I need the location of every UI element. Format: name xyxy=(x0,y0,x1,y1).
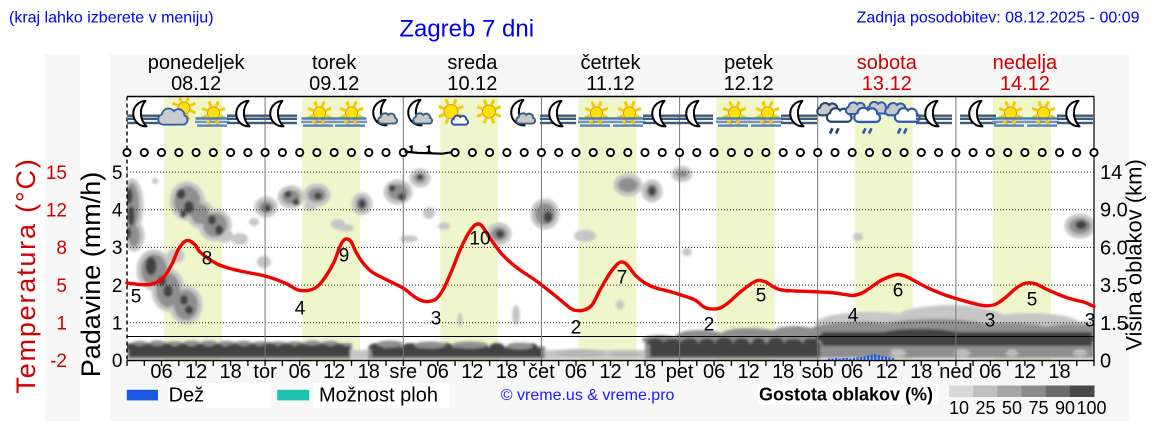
svg-text:12: 12 xyxy=(876,361,898,383)
svg-text:14: 14 xyxy=(1100,162,1122,184)
svg-text:18: 18 xyxy=(496,361,518,383)
svg-text:4: 4 xyxy=(112,200,123,221)
svg-text:6: 6 xyxy=(893,281,904,302)
svg-text:7: 7 xyxy=(617,268,628,289)
svg-text:100: 100 xyxy=(1076,398,1106,418)
svg-text:2: 2 xyxy=(571,318,582,339)
svg-text:90: 90 xyxy=(1055,398,1075,418)
svg-text:sobota: sobota xyxy=(857,52,918,74)
svg-text:5: 5 xyxy=(756,286,767,307)
svg-text:3.5: 3.5 xyxy=(1100,275,1128,297)
svg-text:1.5: 1.5 xyxy=(1100,313,1128,335)
svg-text:18: 18 xyxy=(772,361,794,383)
svg-text:1: 1 xyxy=(56,314,67,335)
svg-text:Gostota oblakov (%): Gostota oblakov (%) xyxy=(759,385,933,405)
svg-text:ned: ned xyxy=(939,361,972,383)
svg-text:5: 5 xyxy=(131,287,142,308)
svg-text:25: 25 xyxy=(975,398,995,418)
svg-text:čet: čet xyxy=(528,361,555,383)
svg-text:petek: petek xyxy=(724,52,774,74)
svg-text:15: 15 xyxy=(46,163,67,184)
svg-text:12: 12 xyxy=(323,361,345,383)
svg-text:06: 06 xyxy=(565,361,587,383)
svg-text:18: 18 xyxy=(358,361,380,383)
svg-text:2: 2 xyxy=(704,315,715,336)
svg-text:18: 18 xyxy=(219,361,241,383)
svg-text:4: 4 xyxy=(848,306,859,327)
svg-text:18: 18 xyxy=(910,361,932,383)
svg-text:8: 8 xyxy=(202,249,213,270)
svg-text:10.12: 10.12 xyxy=(447,73,497,95)
svg-text:nedelja: nedelja xyxy=(993,52,1058,74)
svg-text:Temperatura (°C): Temperatura (°C) xyxy=(11,157,41,393)
svg-text:12: 12 xyxy=(737,361,759,383)
svg-text:5: 5 xyxy=(112,163,123,184)
svg-text:09.12: 09.12 xyxy=(309,73,359,95)
svg-text:06: 06 xyxy=(841,361,863,383)
svg-text:5: 5 xyxy=(56,276,67,297)
svg-text:12.12: 12.12 xyxy=(724,73,774,95)
svg-text:06: 06 xyxy=(979,361,1001,383)
svg-text:pet: pet xyxy=(666,361,694,383)
svg-text:1: 1 xyxy=(112,314,123,335)
svg-text:Padavine (mm/h): Padavine (mm/h) xyxy=(76,172,106,378)
svg-text:četrtek: četrtek xyxy=(580,52,641,74)
svg-text:08.12: 08.12 xyxy=(171,73,221,95)
svg-text:(kraj lahko izberete v meniju): (kraj lahko izberete v meniju) xyxy=(9,10,214,27)
svg-text:11.12: 11.12 xyxy=(586,73,635,95)
svg-text:12: 12 xyxy=(1014,361,1036,383)
svg-text:12: 12 xyxy=(461,361,483,383)
svg-text:13.12: 13.12 xyxy=(862,73,912,95)
svg-text:12: 12 xyxy=(599,361,621,383)
svg-text:3: 3 xyxy=(431,309,442,330)
svg-text:ponedeljek: ponedeljek xyxy=(148,52,246,74)
svg-text:10: 10 xyxy=(469,229,490,250)
svg-text:4: 4 xyxy=(295,299,306,320)
svg-text:-2: -2 xyxy=(50,351,67,372)
svg-text:06: 06 xyxy=(703,361,725,383)
svg-text:6.0: 6.0 xyxy=(1100,237,1128,259)
svg-text:3: 3 xyxy=(985,311,996,332)
svg-text:Zagreb 7 dni: Zagreb 7 dni xyxy=(399,16,534,43)
svg-text:Višina oblakov (km): Višina oblakov (km) xyxy=(1122,159,1147,351)
svg-text:sre: sre xyxy=(389,361,417,383)
svg-text:12: 12 xyxy=(46,200,67,221)
svg-text:50: 50 xyxy=(1002,398,1022,418)
svg-text:8: 8 xyxy=(56,238,67,259)
svg-text:18: 18 xyxy=(634,361,656,383)
svg-text:9.0: 9.0 xyxy=(1100,200,1128,222)
svg-text:Možnost ploh: Možnost ploh xyxy=(319,385,438,407)
svg-text:06: 06 xyxy=(427,361,449,383)
svg-text:© vreme.us & vreme.pro: © vreme.us & vreme.pro xyxy=(501,387,675,404)
svg-text:3: 3 xyxy=(1085,311,1096,332)
svg-text:Dež: Dež xyxy=(169,385,205,407)
svg-text:10: 10 xyxy=(949,398,969,418)
svg-text:9: 9 xyxy=(339,246,350,267)
svg-text:2: 2 xyxy=(112,276,123,297)
svg-text:3: 3 xyxy=(112,238,123,259)
svg-text:75: 75 xyxy=(1028,398,1048,418)
svg-text:0: 0 xyxy=(112,351,123,372)
svg-text:12: 12 xyxy=(185,361,207,383)
svg-text:Zadnja posodobitev: 08.12.2025: Zadnja posodobitev: 08.12.2025 - 00:09 xyxy=(857,10,1140,27)
svg-text:tor: tor xyxy=(253,361,277,383)
svg-text:torek: torek xyxy=(312,52,357,74)
svg-text:0: 0 xyxy=(1100,351,1111,373)
svg-text:sob: sob xyxy=(802,361,834,383)
svg-text:sreda: sreda xyxy=(447,52,498,74)
svg-text:06: 06 xyxy=(289,361,311,383)
svg-text:5: 5 xyxy=(1027,290,1038,311)
svg-text:14.12: 14.12 xyxy=(1000,73,1050,95)
svg-text:18: 18 xyxy=(1048,361,1070,383)
svg-text:06: 06 xyxy=(150,361,172,383)
